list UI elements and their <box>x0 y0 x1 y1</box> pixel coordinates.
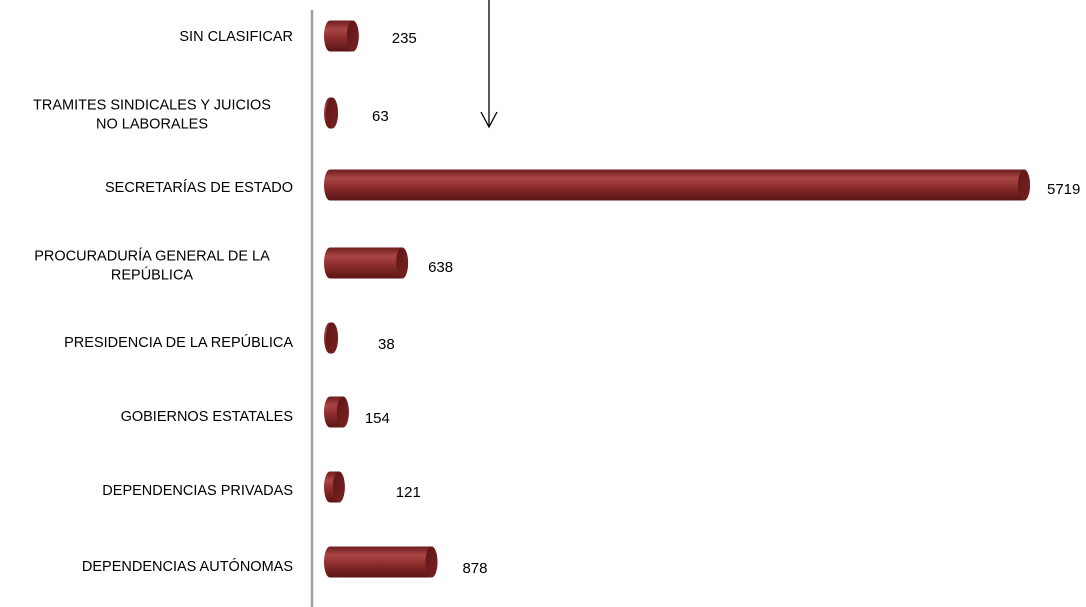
bar-tramites-sindicales-y-juicios-no-laborales <box>324 97 338 129</box>
bar-end-cap <box>336 396 349 428</box>
category-label: PRESIDENCIA DE LA REPÚBLICA <box>64 334 293 351</box>
bar-secretarias-de-estado <box>324 169 1030 201</box>
bar-end-cap <box>346 20 359 52</box>
category-label: PROCURADURÍA GENERAL DE LA REPÚBLICA <box>34 248 270 284</box>
bar-dependencias-autonomas <box>324 546 438 578</box>
bar-sin-clasificar <box>324 20 359 52</box>
bar-dependencias-privadas <box>324 471 345 503</box>
value-label: 154 <box>365 410 390 427</box>
bar-procuraduria-general-de-la-republica <box>324 247 409 279</box>
category-label: DEPENDENCIAS PRIVADAS <box>102 483 293 499</box>
bar-gobiernos-estatales <box>324 396 349 428</box>
value-label: 5719 <box>1047 181 1080 198</box>
category-label: TRAMITES SINDICALES Y JUICIOS NO LABORALE… <box>33 98 271 133</box>
bar-end-cap <box>326 322 338 354</box>
value-label: 235 <box>392 30 417 47</box>
annotation-arrow-head <box>480 111 498 129</box>
value-label: 63 <box>372 108 389 125</box>
bar-end-cap <box>1018 169 1030 201</box>
value-labels-group: 235 63 5719 638 38 154 121 878 <box>365 30 1081 577</box>
bar-body <box>324 169 1030 201</box>
category-label: SECRETARÍAS DE ESTADO <box>105 179 293 196</box>
category-label: SIN CLASIFICAR <box>179 29 293 45</box>
bar-body <box>324 247 409 279</box>
bar-end-cap <box>332 471 345 503</box>
value-label: 878 <box>462 560 487 577</box>
bar-body <box>324 546 438 578</box>
category-labels-group: SIN CLASIFICAR TRAMITES SINDICALES Y JUIC… <box>33 29 293 575</box>
category-label: DEPENDENCIAS AUTÓNOMAS <box>82 558 293 575</box>
bar-end-cap <box>326 97 338 129</box>
bars-group <box>324 20 1030 578</box>
value-label: 38 <box>378 336 395 353</box>
category-label: GOBIERNOS ESTATALES <box>121 409 293 425</box>
value-label: 121 <box>396 484 421 501</box>
value-label: 638 <box>428 259 453 276</box>
bar-end-cap <box>425 546 438 578</box>
bar-presidencia-de-la-republica <box>324 322 338 354</box>
bar-end-cap <box>396 247 409 279</box>
